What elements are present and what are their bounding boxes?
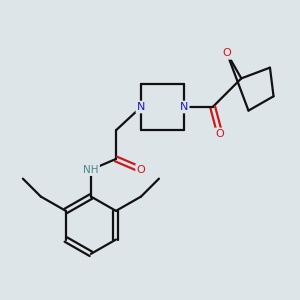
Text: N: N xyxy=(180,102,188,112)
Text: O: O xyxy=(223,48,231,58)
Text: O: O xyxy=(137,165,146,175)
Text: NH: NH xyxy=(83,165,99,175)
Text: N: N xyxy=(137,102,145,112)
Text: O: O xyxy=(215,129,224,139)
